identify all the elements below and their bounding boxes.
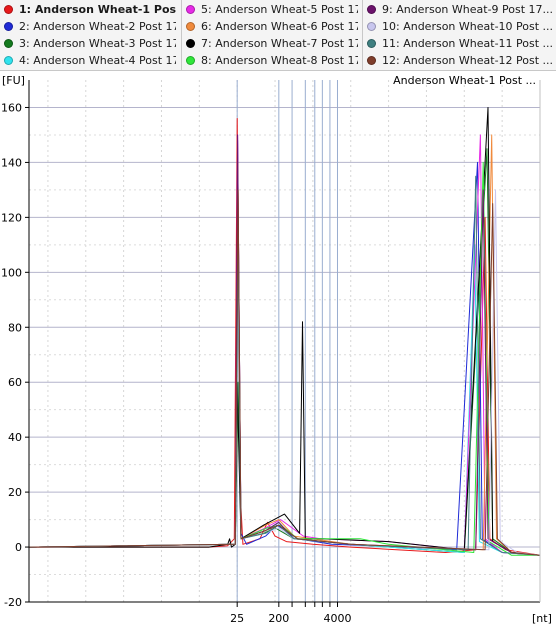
legend-item-3[interactable]: 3: Anderson Wheat-3 Post 17... [0,35,176,52]
grid-lines [29,80,540,603]
legend-label-9: 9: Anderson Wheat-9 Post 17... [382,3,554,16]
legend-label-3: 3: Anderson Wheat-3 Post 17... [19,37,176,50]
y-tick-label: -20 [4,596,22,609]
legend-column-1: 1: Anderson Wheat-1 Post... 2: Anderson … [0,0,178,70]
legend-label-5: 5: Anderson Wheat-5 Post 17... [201,3,358,16]
legend-marker-8 [186,56,195,65]
y-tick-label: 40 [8,431,22,444]
legend-marker-3 [4,39,13,48]
legend-marker-1 [4,5,13,14]
x-tick-label: 25 [230,612,244,625]
legend-label-10: 10: Anderson Wheat-10 Post ... [382,20,554,33]
x-tick-label: 4000 [323,612,351,625]
legend-item-6[interactable]: 6: Anderson Wheat-6 Post 17... [182,18,358,35]
legend-marker-7 [186,39,195,48]
legend-marker-10 [367,22,376,31]
legend-marker-11 [367,39,376,48]
legend-column-3: 9: Anderson Wheat-9 Post 17... 10: Ander… [362,0,555,70]
legend-marker-2 [4,22,13,31]
y-axis-label: [FU] [2,74,25,87]
y-tick-label: 80 [8,321,22,334]
series-line-7 [29,107,541,556]
legend-label-1: 1: Anderson Wheat-1 Post... [19,3,176,16]
legend-label-11: 11: Anderson Wheat-11 Post ... [382,37,554,50]
axes: -20 0 20 40 60 80 100 120 140 160 25 200 4000 [1,80,541,625]
legend-label-4: 4: Anderson Wheat-4 Post 17... [19,54,176,67]
y-tick-label: 120 [1,211,22,224]
legend-item-4[interactable]: 4: Anderson Wheat-4 Post 17... [0,52,176,69]
legend-item-1[interactable]: 1: Anderson Wheat-1 Post... [0,1,176,18]
y-tick-label: 60 [8,376,22,389]
legend-label-8: 8: Anderson Wheat-8 Post 17... [201,54,358,67]
legend-item-7[interactable]: 7: Anderson Wheat-7 Post 17... [182,35,358,52]
legend-item-11[interactable]: 11: Anderson Wheat-11 Post ... [363,35,555,52]
legend-marker-9 [367,5,376,14]
legend-column-2: 5: Anderson Wheat-5 Post 17... 6: Anders… [181,0,360,70]
legend-label-7: 7: Anderson Wheat-7 Post 17... [201,37,358,50]
y-tick-label: 20 [8,486,22,499]
sample-legend: 1: Anderson Wheat-1 Post... 2: Anderson … [0,0,556,71]
plot-background [29,80,540,602]
legend-label-12: 12: Anderson Wheat-12 Post ... [382,54,554,67]
chart-title: Anderson Wheat-1 Post ... [393,74,536,87]
series-line-1 [29,118,541,556]
legend-marker-6 [186,22,195,31]
series-line-12 [28,189,541,556]
legend-item-10[interactable]: 10: Anderson Wheat-10 Post ... [363,18,555,35]
legend-label-2: 2: Anderson Wheat-2 Post 17... [19,20,176,33]
legend-item-8[interactable]: 8: Anderson Wheat-8 Post 17... [182,52,358,69]
x-axis-label: [nt] [532,612,552,625]
legend-marker-5 [186,5,195,14]
legend-item-2[interactable]: 2: Anderson Wheat-2 Post 17... [0,18,176,35]
legend-item-5[interactable]: 5: Anderson Wheat-5 Post 17... [182,1,358,18]
y-tick-label: 100 [1,266,22,279]
y-tick-label: 0 [15,541,22,554]
x-tick-label: 200 [268,612,289,625]
legend-marker-4 [4,56,13,65]
legend-item-12[interactable]: 12: Anderson Wheat-12 Post ... [363,52,555,69]
legend-item-9[interactable]: 9: Anderson Wheat-9 Post 17... [363,1,555,18]
legend-marker-12 [367,56,376,65]
y-tick-label: 140 [1,156,22,169]
y-tick-label: 160 [1,101,22,114]
legend-label-6: 6: Anderson Wheat-6 Post 17... [201,20,358,33]
electropherogram-chart: -20 0 20 40 60 80 100 120 140 160 25 200 4000 [FU] A… [1,74,552,625]
series-lines [28,107,541,556]
